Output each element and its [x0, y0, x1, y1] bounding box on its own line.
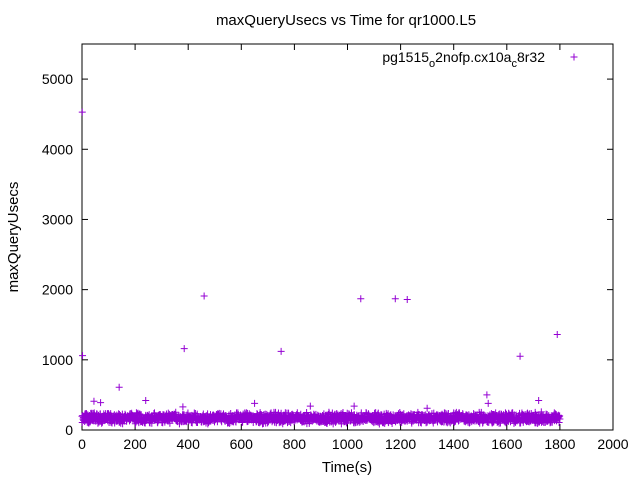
- data-point-outlier: [516, 352, 524, 360]
- y-axis-label: maxQueryUsecs: [5, 182, 22, 293]
- x-tick-label: 400: [177, 436, 201, 452]
- data-point: [136, 410, 144, 418]
- legend-marker-symbol: [570, 53, 578, 61]
- y-tick-label: 3000: [42, 211, 73, 227]
- legend: pg1515o2nofp.cx10ac8r32: [382, 49, 578, 70]
- data-point: [172, 408, 180, 416]
- x-tick-label: 1000: [332, 436, 363, 452]
- y-tick-label: 2000: [42, 282, 73, 298]
- legend-label: pg1515o2nofp.cx10ac8r32: [382, 49, 545, 70]
- x-tick-label: 600: [230, 436, 254, 452]
- x-tick-label: 200: [123, 436, 147, 452]
- plot-frame: [81, 43, 614, 431]
- data-point-outlier: [179, 403, 187, 411]
- x-tick-label: 0: [78, 436, 86, 452]
- x-tick-label: 1200: [385, 436, 416, 452]
- data-point-outlier: [200, 292, 208, 300]
- y-axis: 0 1000 2000 3000 4000 5000: [42, 71, 613, 438]
- data-point-outlier: [142, 397, 150, 405]
- data-point-outlier: [403, 295, 411, 303]
- data-point: [555, 419, 563, 427]
- data-point-outlier: [251, 399, 259, 407]
- data-point-outlier: [78, 108, 86, 116]
- data-point-outlier: [483, 391, 491, 399]
- series-points: [78, 108, 564, 428]
- data-point-outlier: [180, 345, 188, 353]
- data-point-outlier: [79, 352, 87, 360]
- data-point-outlier: [277, 347, 285, 355]
- data-point: [556, 415, 564, 423]
- data-point-outlier: [553, 331, 561, 339]
- chart-title: maxQueryUsecs vs Time for qr1000.L5: [216, 12, 476, 29]
- x-tick-label: 1600: [491, 436, 522, 452]
- x-tick-label: 2000: [597, 436, 628, 452]
- data-point: [242, 409, 250, 417]
- legend-marker: [570, 53, 578, 61]
- y-tick-label: 1000: [42, 352, 73, 368]
- data-point-outlier: [90, 397, 98, 405]
- data-point: [137, 411, 145, 419]
- data-point-outlier: [97, 399, 105, 407]
- data-point-outlier: [391, 295, 399, 303]
- data-point-outlier: [357, 295, 365, 303]
- x-tick-label: 1400: [438, 436, 469, 452]
- data-point-outlier: [115, 383, 123, 391]
- y-tick-label: 5000: [42, 71, 73, 87]
- x-axis: 0 200 400 600 800 1000 1200 1400 1600 1800 2000: [78, 44, 629, 452]
- y-tick-label: 0: [65, 422, 73, 438]
- x-tick-label: 800: [283, 436, 307, 452]
- data-point-outlier: [423, 404, 431, 412]
- data-point-outlier: [306, 402, 314, 410]
- y-tick-label: 4000: [42, 141, 73, 157]
- data-point: [450, 418, 458, 426]
- x-tick-label: 1800: [544, 436, 575, 452]
- data-point-outlier: [350, 402, 358, 410]
- data-point-outlier: [484, 399, 492, 407]
- data-point-outlier: [535, 397, 543, 405]
- x-axis-label: Time(s): [322, 459, 372, 476]
